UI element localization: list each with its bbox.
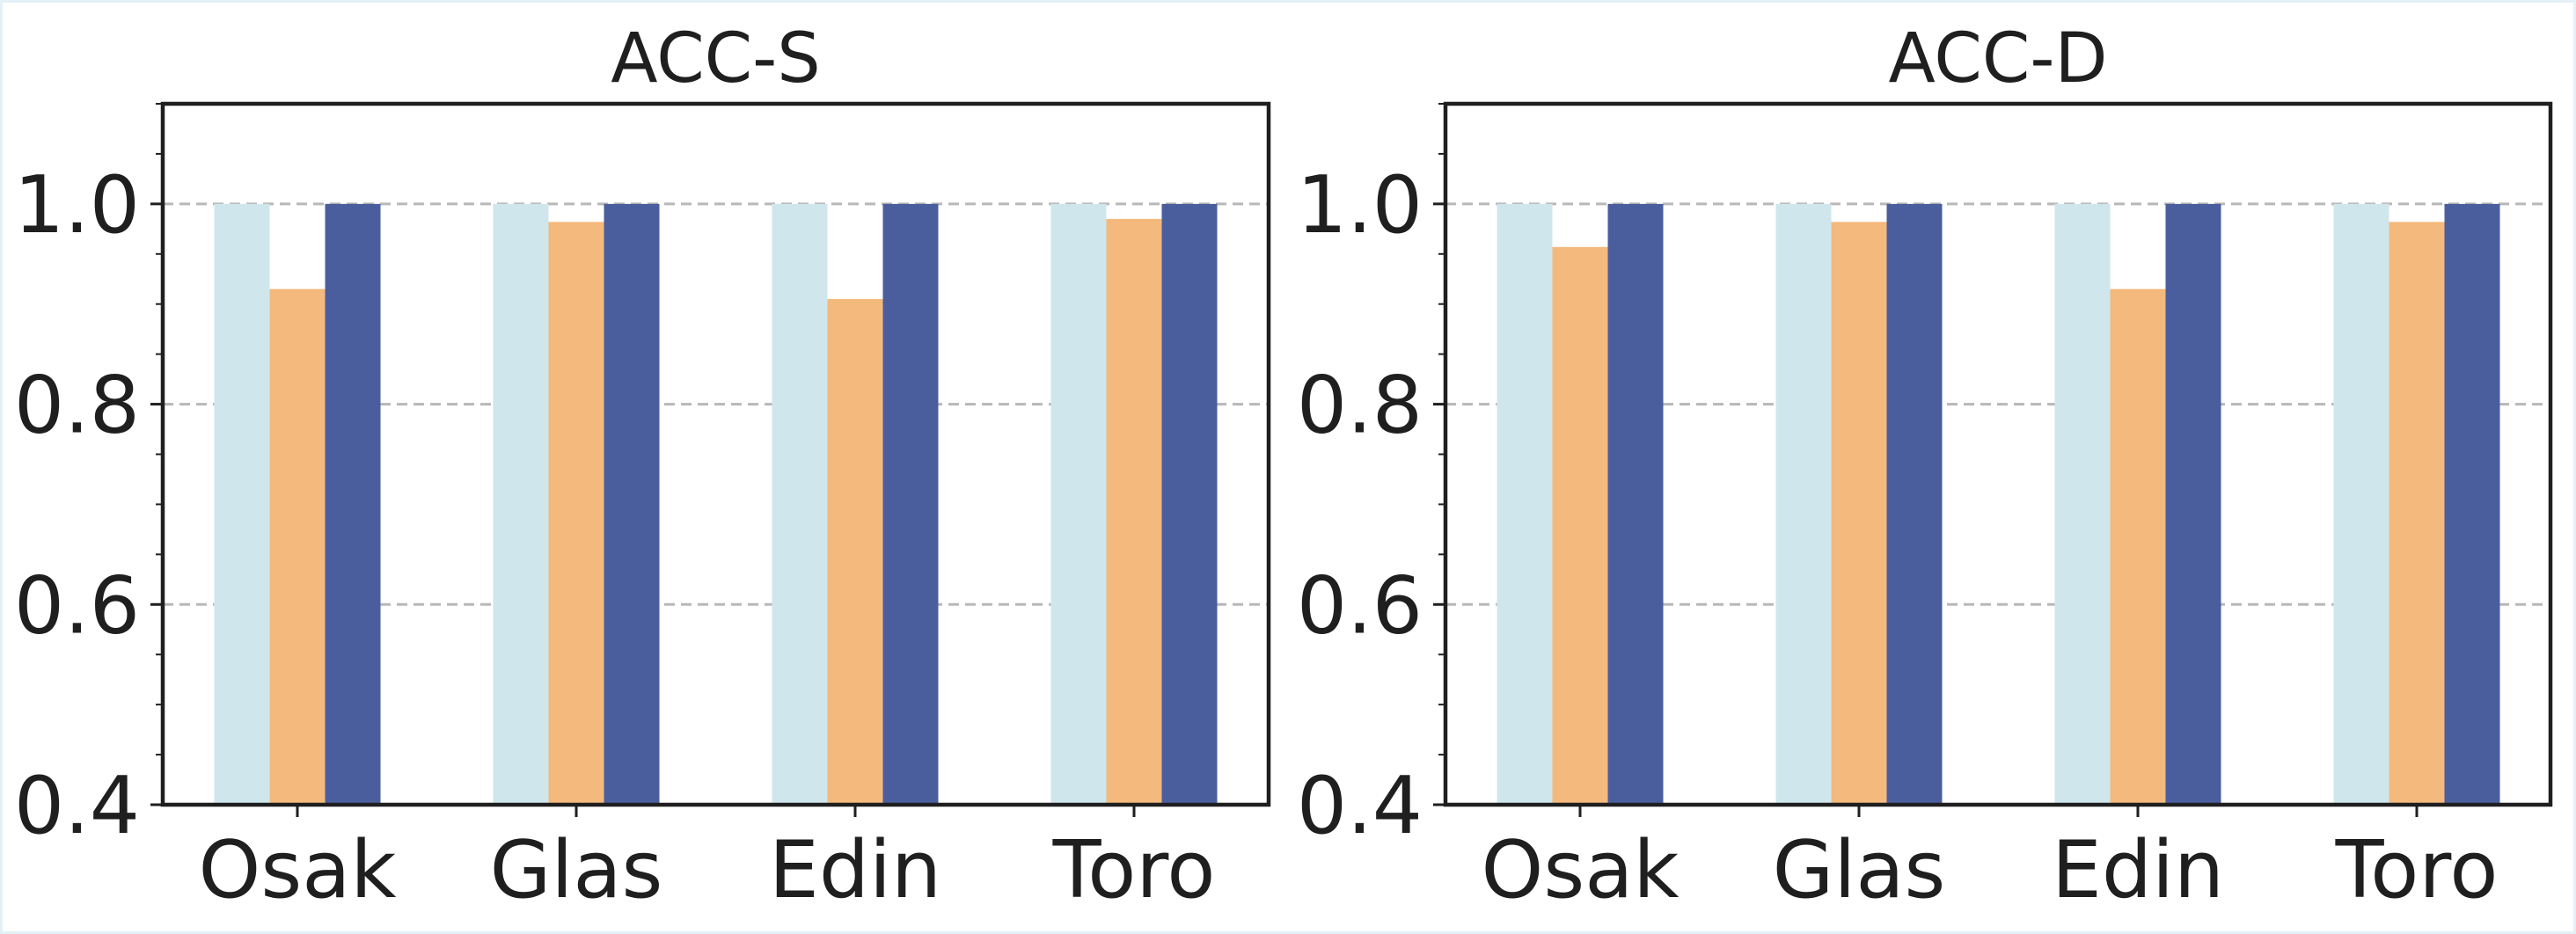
bar-osak-series-1 bbox=[1497, 203, 1553, 805]
y-tick-label: 1.0 bbox=[1297, 159, 1423, 252]
y-tick-label: 0.8 bbox=[1297, 360, 1423, 452]
x-tick-label: Edin bbox=[2052, 824, 2224, 916]
bar-toro-series-3 bbox=[2444, 203, 2500, 805]
plot-frame bbox=[1443, 101, 2553, 807]
bar-glas-series-3 bbox=[604, 203, 660, 805]
y-tick-label: 0.4 bbox=[14, 760, 140, 852]
y-tick-label: 0.6 bbox=[1297, 559, 1423, 652]
x-tick-label: Toro bbox=[2335, 824, 2499, 916]
bar-toro-series-1 bbox=[1050, 203, 1107, 805]
x-tick-label: Glas bbox=[1773, 824, 1946, 916]
bar-osak-series-2 bbox=[1552, 246, 1608, 806]
x-tick-label: Edin bbox=[769, 824, 941, 916]
chart-title: ACC-D bbox=[1888, 19, 2107, 99]
bar-osak-series-3 bbox=[1607, 203, 1664, 805]
y-tick-label: 1.0 bbox=[14, 159, 140, 252]
bar-edin-series-1 bbox=[772, 203, 828, 805]
chart-title: ACC-S bbox=[611, 19, 821, 99]
bar-glas-series-1 bbox=[1775, 203, 1832, 805]
bar-toro-series-2 bbox=[1106, 218, 1162, 805]
x-tick-label: Toro bbox=[1052, 824, 1216, 916]
bar-edin-series-1 bbox=[2054, 203, 2111, 805]
y-tick-label: 0.8 bbox=[14, 360, 140, 452]
bar-glas-series-2 bbox=[548, 222, 604, 805]
bar-glas-series-3 bbox=[1886, 203, 1943, 805]
bar-toro-series-2 bbox=[2389, 222, 2445, 805]
plot-frame bbox=[160, 101, 1271, 807]
x-tick-label: Osak bbox=[199, 824, 397, 916]
bar-edin-series-3 bbox=[882, 203, 939, 805]
x-tick-label: Osak bbox=[1482, 824, 1680, 916]
bar-osak-series-1 bbox=[214, 203, 270, 805]
chart-panel-1: Osak Glas Edin Toro 0.4 0.6 0.8 1.0 ACC-S bbox=[14, 19, 1271, 916]
bar-osak-series-2 bbox=[269, 288, 326, 805]
bar-edin-series-3 bbox=[2165, 203, 2221, 805]
bar-toro-series-1 bbox=[2333, 203, 2389, 805]
y-tick-label: 0.6 bbox=[14, 559, 140, 652]
y-tick-label: 0.4 bbox=[1297, 760, 1423, 852]
bar-glas-series-1 bbox=[493, 203, 549, 805]
chart-panel-2: Osak Glas Edin Toro 0.4 0.6 0.8 1.0 ACC-D bbox=[1297, 19, 2553, 916]
bar-osak-series-3 bbox=[325, 203, 381, 805]
bar-edin-series-2 bbox=[2110, 288, 2166, 805]
x-tick-label: Glas bbox=[490, 824, 663, 916]
bar-toro-series-3 bbox=[1161, 203, 1218, 805]
bar-glas-series-2 bbox=[1831, 222, 1887, 805]
bar-edin-series-2 bbox=[827, 299, 883, 805]
chart-svg: Osak Glas Edin Toro 0.4 0.6 0.8 1.0 ACC-S Osak Gla… bbox=[14, 19, 2553, 916]
